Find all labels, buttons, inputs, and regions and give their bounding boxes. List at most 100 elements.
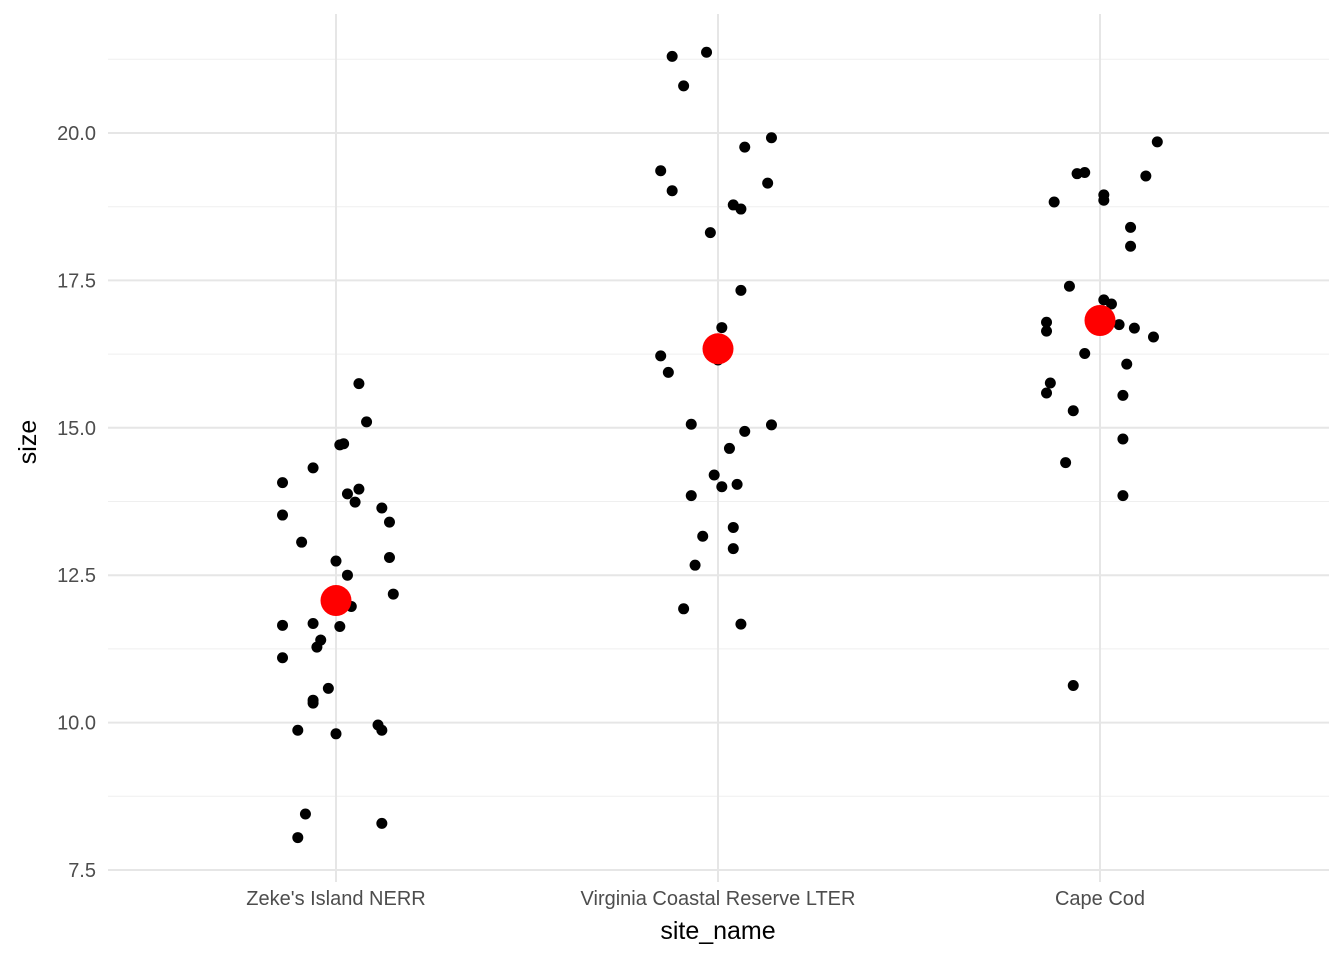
x-axis-tick-labels: Zeke's Island NERR Virginia Coastal Reser… — [246, 888, 1145, 910]
x-tick-label: Cape Cod — [1055, 888, 1145, 910]
y-tick-label: 7.5 — [68, 860, 96, 882]
data-point — [1128, 322, 1140, 334]
data-point — [1098, 194, 1110, 206]
data-point — [1079, 167, 1091, 179]
data-point — [701, 46, 713, 58]
data-point — [299, 808, 311, 820]
data-point — [666, 50, 678, 62]
data-point — [353, 483, 365, 495]
y-tick-label: 12.5 — [57, 565, 96, 587]
data-point — [361, 416, 373, 428]
data-point — [716, 481, 728, 493]
data-point — [685, 418, 697, 430]
data-point — [727, 521, 739, 533]
data-point — [1060, 457, 1072, 469]
data-point — [1125, 240, 1137, 252]
data-point — [697, 530, 709, 542]
data-point — [1140, 170, 1152, 182]
data-point — [678, 603, 690, 615]
data-point — [1151, 136, 1163, 148]
data-point — [1113, 319, 1125, 331]
data-point — [1147, 331, 1159, 343]
mean-points — [320, 304, 1116, 617]
data-point — [277, 652, 289, 664]
x-tick-label: Zeke's Island NERR — [246, 888, 425, 910]
data-point — [311, 641, 323, 653]
data-point — [1067, 679, 1079, 691]
data-point — [662, 366, 674, 378]
data-point — [376, 817, 388, 829]
data-point — [292, 724, 304, 736]
data-point — [739, 141, 751, 153]
data-point — [387, 588, 399, 600]
data-points — [277, 46, 1163, 844]
data-point — [765, 419, 777, 431]
data-point — [330, 728, 342, 740]
data-point — [330, 555, 342, 567]
data-point — [307, 618, 319, 630]
y-tick-label: 15.0 — [57, 418, 96, 440]
data-point — [655, 165, 667, 177]
x-axis-title: site_name — [660, 917, 775, 945]
data-point — [277, 509, 289, 521]
data-point — [1079, 348, 1091, 360]
data-point — [1117, 490, 1129, 502]
y-tick-label: 10.0 — [57, 713, 96, 735]
data-point — [704, 227, 716, 239]
data-point — [296, 536, 308, 548]
data-point — [1125, 221, 1137, 233]
data-point — [338, 438, 350, 450]
data-point — [1041, 325, 1053, 337]
mean-point — [1084, 304, 1116, 336]
mean-point — [320, 585, 352, 617]
y-axis-tick-labels: 7.5 10.0 12.5 15.0 17.5 20.0 — [57, 123, 96, 882]
mean-point — [702, 333, 734, 365]
y-tick-label: 17.5 — [57, 270, 96, 292]
data-point — [666, 185, 678, 197]
data-point — [307, 697, 319, 709]
data-point — [716, 322, 728, 334]
data-point — [1105, 298, 1117, 310]
data-point — [383, 552, 395, 564]
data-point — [1044, 377, 1056, 389]
data-point — [735, 284, 747, 296]
data-point — [376, 724, 388, 736]
data-point — [322, 682, 334, 694]
data-point — [765, 132, 777, 144]
data-point — [723, 442, 735, 454]
data-point — [307, 462, 319, 474]
data-point — [1048, 196, 1060, 208]
data-point — [689, 559, 701, 571]
data-point — [376, 502, 388, 514]
data-point — [349, 496, 361, 508]
data-point — [1063, 280, 1075, 292]
data-point — [1041, 316, 1053, 328]
data-point — [383, 516, 395, 528]
data-point — [708, 469, 720, 481]
data-point — [678, 80, 690, 92]
y-axis-title: size — [14, 420, 42, 464]
major-gridlines — [108, 14, 1329, 882]
data-point — [735, 618, 747, 630]
data-point — [277, 477, 289, 489]
data-point — [1067, 405, 1079, 417]
data-point — [1121, 358, 1133, 370]
data-point — [277, 619, 289, 631]
x-tick-label: Virginia Coastal Reserve LTER — [581, 888, 856, 910]
data-point — [739, 425, 751, 437]
data-point — [1117, 433, 1129, 445]
data-point — [735, 203, 747, 215]
data-point — [762, 177, 774, 189]
data-point — [655, 350, 667, 362]
data-point — [731, 478, 743, 490]
data-point — [341, 569, 353, 581]
data-point — [292, 832, 304, 844]
data-point — [1041, 387, 1053, 399]
data-point — [1117, 389, 1129, 401]
data-point — [727, 543, 739, 555]
y-tick-label: 20.0 — [57, 123, 96, 145]
data-point — [334, 620, 346, 632]
data-point — [353, 378, 365, 390]
data-point — [685, 490, 697, 502]
data-point — [341, 488, 353, 500]
